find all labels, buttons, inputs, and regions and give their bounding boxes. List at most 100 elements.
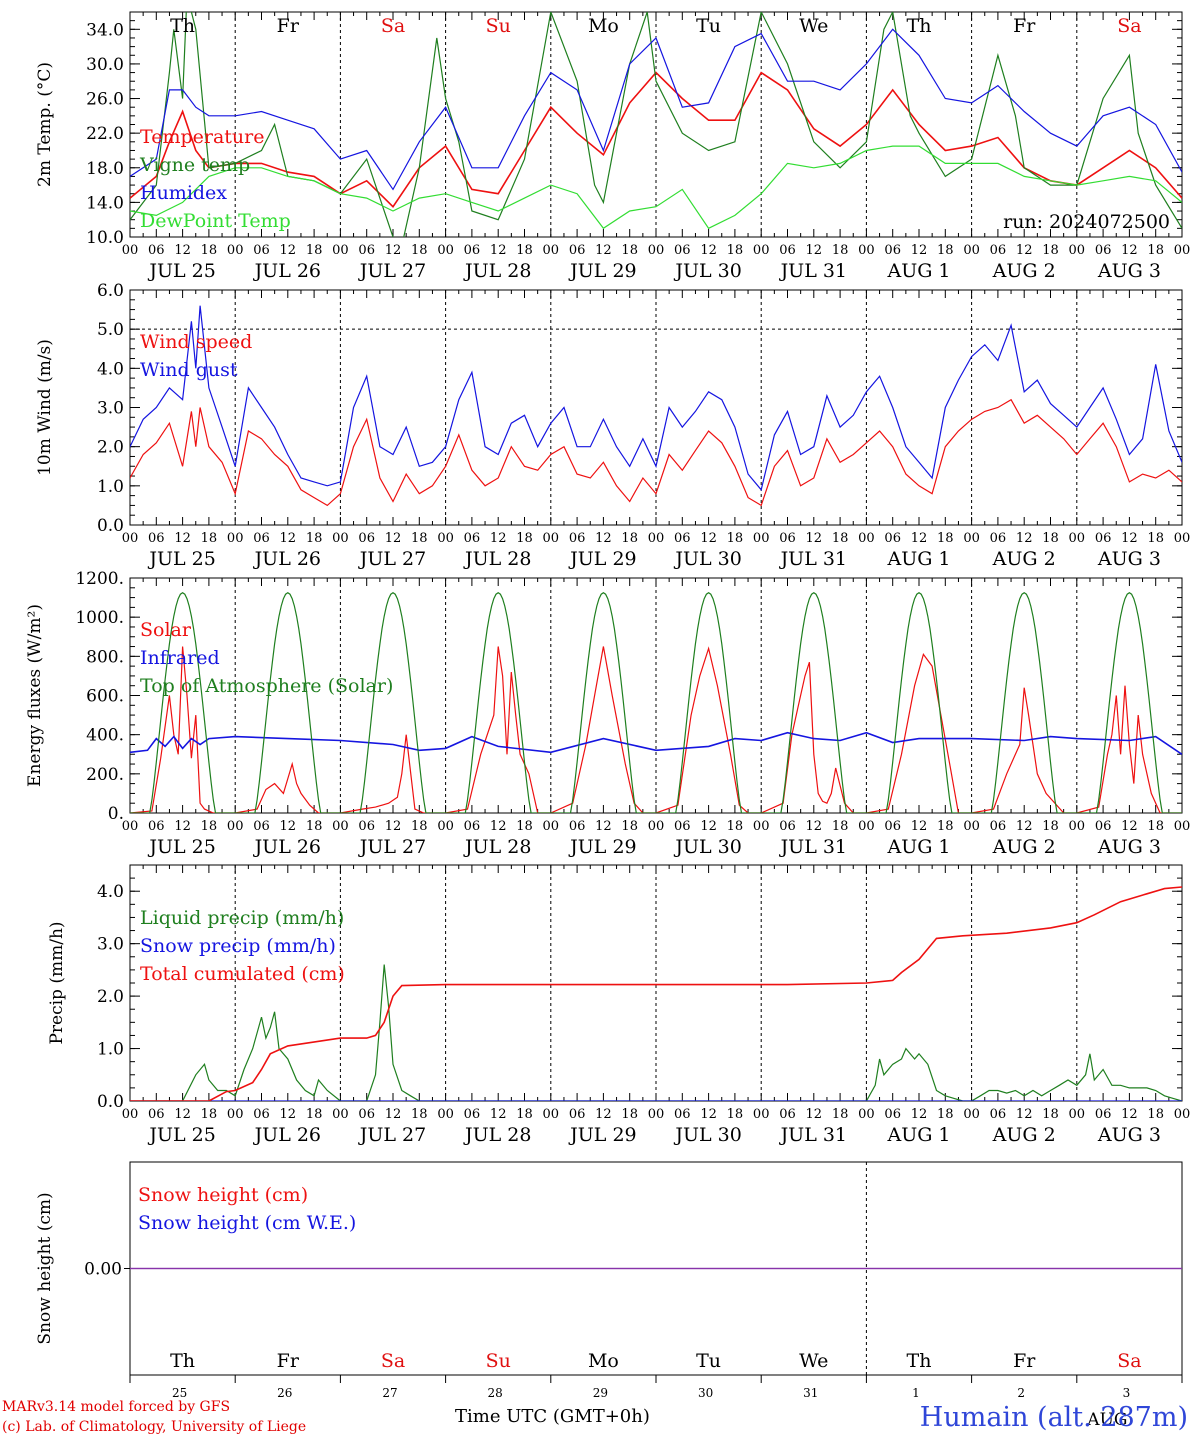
hour-tick-label: 12 <box>385 1107 402 1122</box>
hour-tick-label: 18 <box>1042 819 1059 834</box>
weekday-label: Fr <box>1013 1350 1036 1372</box>
series-line-blue <box>130 731 1182 755</box>
run-annotation: run: 2024072500 <box>1003 211 1170 233</box>
hour-tick-label: 06 <box>884 531 901 546</box>
plot-area <box>130 591 1182 813</box>
hour-tick-label: 12 <box>911 243 928 258</box>
hour-tick-label: 18 <box>1042 243 1059 258</box>
date-label: JUL 31 <box>779 836 847 858</box>
weekday-label: Th <box>907 15 932 37</box>
legend-entry: Wind speed <box>140 331 252 353</box>
hour-tick-label: 00 <box>332 531 349 546</box>
y-tick-label: 200. <box>86 765 124 785</box>
hour-tick-label: 18 <box>306 819 323 834</box>
hour-tick-label: 18 <box>621 819 638 834</box>
hour-tick-label: 18 <box>832 819 849 834</box>
series-line-green <box>130 591 1182 813</box>
hour-tick-label: 06 <box>569 819 586 834</box>
y-tick-label: 4.0 <box>97 882 124 902</box>
hour-tick-label: 12 <box>806 819 823 834</box>
series-line-red <box>130 398 1182 507</box>
hour-tick-label: 00 <box>963 243 980 258</box>
legend-entry: Wind gust <box>140 359 238 381</box>
y-tick-label: 1.0 <box>97 1040 124 1060</box>
hour-tick-label: 06 <box>358 531 375 546</box>
date-label: JUL 26 <box>253 1124 321 1146</box>
date-label: JUL 26 <box>253 836 321 858</box>
date-label: AUG 1 <box>886 836 950 858</box>
date-label: JUL 28 <box>463 260 531 282</box>
hour-tick-label: 18 <box>516 531 533 546</box>
hour-tick-label: 12 <box>174 243 191 258</box>
date-label: JUL 30 <box>673 260 741 282</box>
y-tick-label: 30.0 <box>86 55 124 75</box>
date-label: AUG 2 <box>992 260 1056 282</box>
model-credit: MARv3.14 model forced by GFS <box>2 1399 231 1415</box>
hour-tick-label: 06 <box>569 531 586 546</box>
hour-tick-label: 00 <box>543 1107 560 1122</box>
hour-tick-label: 00 <box>1174 1107 1191 1122</box>
date-label: JUL 25 <box>147 260 215 282</box>
date-label: JUL 25 <box>147 1124 215 1146</box>
hour-tick-label: 18 <box>306 243 323 258</box>
y-tick-label: 600. <box>86 687 124 707</box>
hour-tick-label: 12 <box>385 243 402 258</box>
date-label: AUG 3 <box>1097 548 1161 570</box>
hour-tick-label: 06 <box>779 531 796 546</box>
y-tick-label: 0.0 <box>97 516 124 536</box>
date-label: AUG 3 <box>1097 836 1161 858</box>
date-label: JUL 29 <box>568 548 636 570</box>
weekday-label: Tu <box>696 15 721 37</box>
hour-tick-label: 00 <box>1174 531 1191 546</box>
hour-tick-label: 00 <box>543 819 560 834</box>
hour-tick-label: 00 <box>753 1107 770 1122</box>
date-label: JUL 27 <box>358 836 426 858</box>
weekday-label: Fr <box>277 1350 300 1372</box>
hour-tick-label: 06 <box>358 243 375 258</box>
y-tick-label: 2.0 <box>97 987 124 1007</box>
hour-tick-label: 06 <box>990 819 1007 834</box>
y-tick-label: 5.0 <box>97 320 124 340</box>
date-label: JUL 30 <box>673 1124 741 1146</box>
hour-tick-label: 18 <box>727 819 744 834</box>
hour-tick-label: 00 <box>858 531 875 546</box>
hour-tick-label: 18 <box>1042 531 1059 546</box>
legend-entry: Snow height (cm) <box>138 1184 308 1206</box>
panel-wind: 00 06 12 18 00 06 12 18 00 06 12 18 00 06 12 18 00 06 12 18… <box>35 281 1190 570</box>
hour-tick-label: 12 <box>490 243 507 258</box>
day-number-label: 29 <box>593 1386 608 1400</box>
hour-tick-label: 18 <box>1147 531 1164 546</box>
weekday-label: Mo <box>588 1350 619 1372</box>
date-label: AUG 3 <box>1097 260 1161 282</box>
hour-tick-label: 12 <box>595 243 612 258</box>
hour-tick-label: 18 <box>1147 1107 1164 1122</box>
y-tick-label: 34.0 <box>86 20 124 40</box>
hour-tick-label: 12 <box>174 531 191 546</box>
hour-tick-label: 18 <box>516 1107 533 1122</box>
date-label: AUG 2 <box>992 548 1056 570</box>
hour-tick-label: 12 <box>700 243 717 258</box>
hour-tick-label: 12 <box>280 531 297 546</box>
hour-tick-label: 18 <box>832 243 849 258</box>
day-number-label: 30 <box>698 1386 713 1400</box>
hour-tick-label: 06 <box>464 1107 481 1122</box>
date-label: JUL 29 <box>568 836 636 858</box>
hour-tick-label: 00 <box>122 243 139 258</box>
hour-tick-label: 12 <box>595 819 612 834</box>
hour-tick-label: 00 <box>648 1107 665 1122</box>
hour-tick-label: 12 <box>280 243 297 258</box>
hour-tick-label: 06 <box>148 1107 165 1122</box>
hour-tick-label: 00 <box>122 819 139 834</box>
hour-tick-label: 12 <box>490 531 507 546</box>
weekday-label: Sa <box>1117 15 1141 37</box>
hour-tick-label: 06 <box>253 243 270 258</box>
hour-tick-label: 12 <box>911 531 928 546</box>
y-tick-label: 22.0 <box>86 124 124 144</box>
hour-tick-label: 12 <box>1016 1107 1033 1122</box>
day-number-label: 3 <box>1123 1386 1131 1400</box>
hour-tick-label: 18 <box>937 243 954 258</box>
hour-tick-label: 06 <box>884 243 901 258</box>
date-label: JUL 28 <box>463 548 531 570</box>
series-line-blue <box>130 28 1182 191</box>
date-label: JUL 30 <box>673 548 741 570</box>
